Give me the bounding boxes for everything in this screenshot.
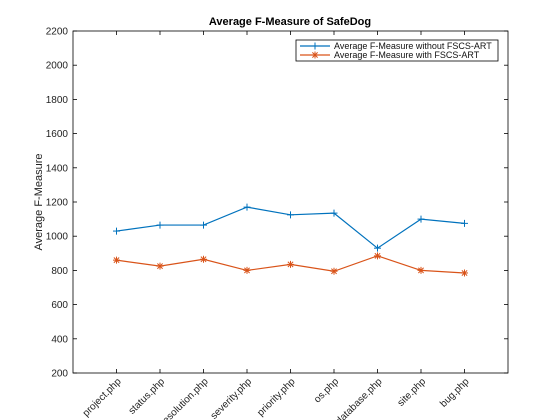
legend-entry: Average F-Measure without FSCS-ART [300, 41, 492, 51]
y-tick-label: 2200 [46, 27, 69, 38]
marker-stroke [312, 52, 318, 58]
data-point-series-2 [330, 267, 338, 275]
data-point-series-1 [113, 227, 120, 235]
data-point-series-2 [113, 256, 120, 264]
data-point-series-1 [374, 244, 381, 252]
data-point-series-1 [330, 209, 338, 217]
data-point-series-2 [243, 266, 251, 274]
data-point-series-1 [243, 203, 251, 211]
marker-stroke [200, 256, 207, 263]
y-tick-label: 200 [51, 369, 68, 380]
chart-title: Average F-Measure of SafeDog [209, 16, 371, 28]
marker-stroke [461, 269, 468, 276]
data-point-series-2 [417, 266, 425, 274]
y-tick-label: 600 [51, 300, 68, 311]
legend-marker [311, 42, 319, 50]
y-tick-label: 1400 [46, 163, 69, 174]
data-point-series-1 [461, 219, 468, 227]
y-tick-label: 1800 [46, 95, 69, 106]
marker-stroke [113, 257, 120, 264]
data-point-series-2 [287, 260, 294, 268]
marker-stroke [418, 267, 424, 274]
marker-stroke [157, 263, 163, 270]
data-point-series-1 [156, 221, 164, 229]
data-point-series-2 [461, 269, 468, 277]
legend-label: Average F-Measure without FSCS-ART [334, 41, 492, 51]
legend-label: Average F-Measure with FSCS-ART [334, 50, 480, 60]
y-tick-label: 1200 [46, 198, 69, 209]
marker-stroke [244, 267, 250, 274]
legend-marker [311, 51, 319, 59]
legend-entry: Average F-Measure with FSCS-ART [300, 50, 480, 60]
data-point-series-1 [200, 221, 207, 229]
y-tick-label: 400 [51, 334, 68, 345]
marker-stroke [287, 261, 294, 268]
y-tick-label: 1600 [46, 129, 69, 140]
data-point-series-1 [417, 215, 425, 223]
y-axis-label: Average F-Measure [33, 153, 45, 250]
y-tick-label: 1000 [46, 232, 69, 243]
y-tick-label: 800 [51, 266, 68, 277]
y-tick-label: 2000 [46, 61, 69, 72]
data-point-series-2 [200, 255, 207, 263]
data-point-series-1 [287, 211, 294, 219]
data-point-series-2 [156, 262, 164, 270]
marker-stroke [374, 252, 381, 259]
marker-stroke [331, 268, 337, 275]
legend-box [295, 39, 499, 62]
data-point-series-2 [374, 252, 381, 260]
legend: Average F-Measure without FSCS-ARTAverag… [295, 39, 499, 62]
